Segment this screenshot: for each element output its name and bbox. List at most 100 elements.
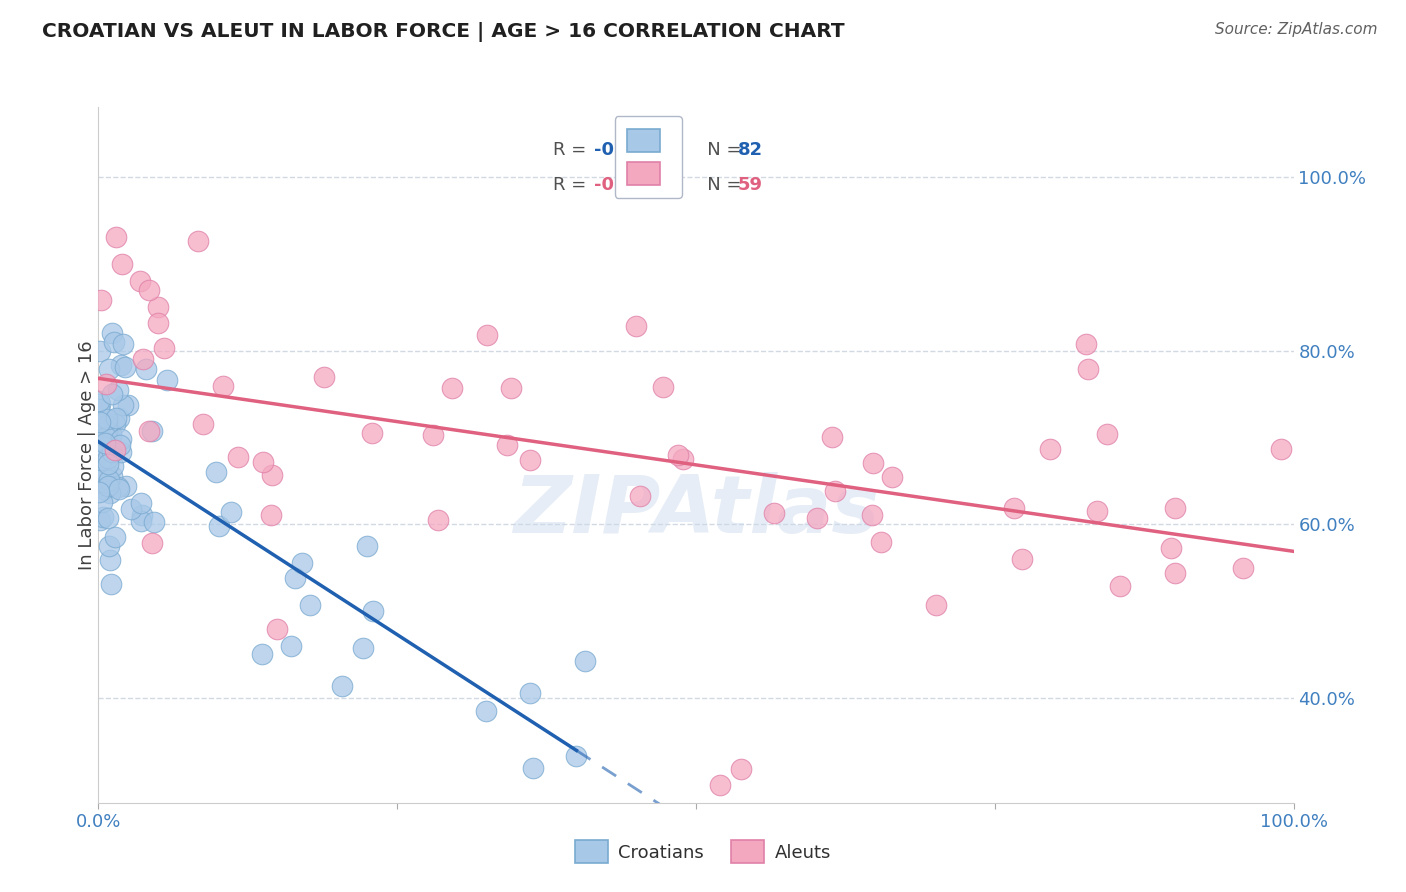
Point <box>522 761 544 775</box>
Point <box>763 507 786 521</box>
Point <box>91 494 114 508</box>
Point <box>330 679 353 693</box>
Point <box>91 470 114 484</box>
Point <box>1002 500 1025 515</box>
Point <box>96 417 118 432</box>
Point <box>205 465 228 479</box>
Text: N =: N = <box>690 141 747 159</box>
Point <box>212 378 235 392</box>
Legend: , : , <box>614 116 682 198</box>
Point <box>709 778 731 793</box>
Point <box>626 318 648 333</box>
Point <box>98 362 121 376</box>
Point <box>90 453 112 467</box>
Point <box>117 399 139 413</box>
Point <box>141 425 163 439</box>
Point <box>824 484 846 499</box>
Point <box>97 445 120 459</box>
Point <box>129 274 152 288</box>
Point <box>89 513 111 527</box>
Point <box>519 686 541 700</box>
Point <box>100 427 122 442</box>
Point <box>1087 504 1109 518</box>
Point <box>193 417 215 431</box>
Point <box>89 484 111 499</box>
Point <box>821 430 844 444</box>
Point <box>114 360 136 375</box>
Point <box>187 234 209 248</box>
Point <box>496 438 519 452</box>
Point <box>426 513 449 527</box>
Text: CROATIAN VS ALEUT IN LABOR FORCE | AGE > 16 CORRELATION CHART: CROATIAN VS ALEUT IN LABOR FORCE | AGE >… <box>42 22 845 42</box>
Point <box>280 639 302 653</box>
Text: R =: R = <box>553 141 592 159</box>
Point <box>252 455 274 469</box>
Point <box>96 430 118 444</box>
Point <box>141 536 163 550</box>
Point <box>94 440 117 454</box>
Point <box>356 539 378 553</box>
Point <box>101 468 124 483</box>
Point <box>361 604 384 618</box>
Point <box>94 436 117 450</box>
Point <box>312 370 335 384</box>
Point <box>107 480 129 494</box>
Point <box>104 417 127 431</box>
Point <box>672 452 695 467</box>
Point <box>156 373 179 387</box>
Point <box>110 358 132 372</box>
Point <box>93 483 115 497</box>
Point <box>98 539 121 553</box>
Point <box>131 508 153 522</box>
Point <box>1108 579 1130 593</box>
Point <box>1164 566 1187 580</box>
Point <box>105 411 128 425</box>
Point <box>97 458 120 472</box>
Point <box>96 412 118 426</box>
Point <box>1270 442 1292 456</box>
Point <box>1074 337 1097 351</box>
Point <box>98 553 121 567</box>
Point <box>628 489 651 503</box>
Point <box>131 514 153 528</box>
Point <box>666 449 689 463</box>
Point <box>475 704 498 718</box>
Point <box>110 433 132 447</box>
Point <box>260 508 283 522</box>
Point <box>96 425 118 439</box>
Point <box>114 479 136 493</box>
Point <box>1039 442 1062 456</box>
Point <box>352 641 374 656</box>
Text: ZIPAtlas: ZIPAtlas <box>513 472 879 549</box>
Point <box>89 397 111 411</box>
Point <box>260 467 283 482</box>
Point <box>91 509 114 524</box>
Point <box>208 519 231 533</box>
Point <box>98 485 121 500</box>
Point <box>143 515 166 529</box>
Point <box>138 283 160 297</box>
Point <box>97 479 120 493</box>
Point <box>869 535 891 549</box>
Point <box>107 411 129 425</box>
Text: R =: R = <box>553 176 592 194</box>
Point <box>730 762 752 776</box>
Point <box>96 423 118 437</box>
Text: Source: ZipAtlas.com: Source: ZipAtlas.com <box>1215 22 1378 37</box>
Point <box>93 464 115 478</box>
Point <box>806 510 828 524</box>
Point <box>475 328 498 343</box>
Point <box>148 300 170 314</box>
Y-axis label: In Labor Force | Age > 16: In Labor Force | Age > 16 <box>79 340 96 570</box>
Point <box>152 341 174 355</box>
Point <box>89 415 111 429</box>
Point <box>100 444 122 458</box>
Point <box>135 362 157 376</box>
Point <box>104 442 127 457</box>
Point <box>138 424 160 438</box>
Point <box>100 430 122 444</box>
Point <box>87 393 110 408</box>
Point <box>291 556 314 570</box>
Point <box>1077 362 1099 376</box>
Point <box>226 450 249 465</box>
